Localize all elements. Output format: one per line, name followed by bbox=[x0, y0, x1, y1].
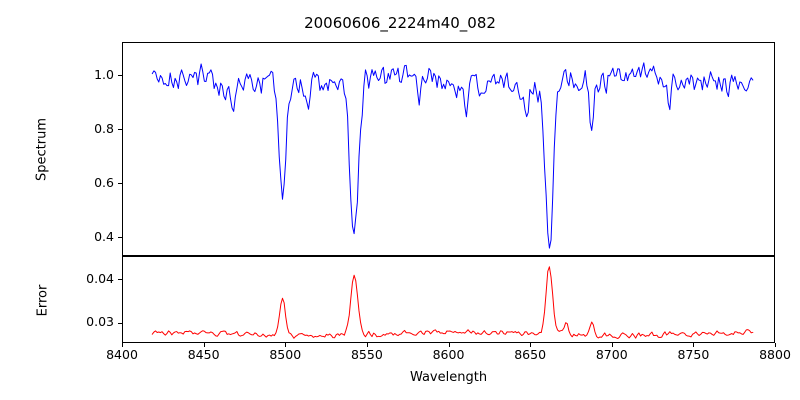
x-tick-mark bbox=[203, 343, 205, 347]
x-tick-mark bbox=[530, 343, 532, 347]
x-tick-label: 8800 bbox=[759, 347, 791, 362]
x-tick-label: 8500 bbox=[269, 347, 302, 362]
spectrum-y-tick-label: 0.8 bbox=[94, 120, 114, 136]
spectrum-y-tick-mark bbox=[118, 182, 122, 184]
error-y-tick-label: 0.04 bbox=[86, 270, 114, 286]
x-tick-label: 8450 bbox=[187, 347, 220, 362]
x-tick-label: 8550 bbox=[350, 347, 383, 362]
error-plot-area bbox=[122, 256, 775, 343]
error-line-series bbox=[123, 257, 774, 342]
spectrum-plot-area bbox=[122, 42, 775, 256]
x-tick-label: 8750 bbox=[677, 347, 710, 362]
error-y-tick-mark bbox=[118, 278, 122, 280]
x-tick-mark bbox=[448, 343, 450, 347]
x-tick-label: 8700 bbox=[595, 347, 628, 362]
x-tick-mark bbox=[285, 343, 287, 347]
x-tick-mark bbox=[366, 343, 368, 347]
spectrum-y-tick-label: 0.6 bbox=[94, 174, 114, 190]
x-tick-label: 8600 bbox=[432, 347, 465, 362]
spectrum-y-tick-mark bbox=[118, 74, 122, 76]
spectrum-y-tick-label: 0.4 bbox=[94, 229, 114, 245]
x-axis-label: Wavelength bbox=[409, 370, 488, 385]
x-tick-label: 8400 bbox=[106, 347, 138, 362]
x-tick-mark bbox=[775, 343, 777, 347]
x-tick-mark bbox=[611, 343, 613, 347]
spectrum-line-series bbox=[123, 43, 774, 255]
spectrum-y-tick-mark bbox=[118, 237, 122, 239]
spectrum-y-axis-label: Spectrum bbox=[34, 118, 50, 181]
spectrum-y-tick-mark bbox=[118, 128, 122, 130]
page-title: 20060606_2224m40_082 bbox=[304, 14, 496, 32]
x-tick-mark bbox=[693, 343, 695, 347]
error-y-axis-label: Error bbox=[35, 284, 51, 317]
x-tick-mark bbox=[122, 343, 124, 347]
x-tick-label: 8650 bbox=[514, 347, 547, 362]
spectrum-y-tick-label: 1.0 bbox=[94, 66, 114, 82]
error-y-tick-mark bbox=[118, 322, 122, 324]
error-y-tick-label: 0.03 bbox=[86, 314, 114, 330]
